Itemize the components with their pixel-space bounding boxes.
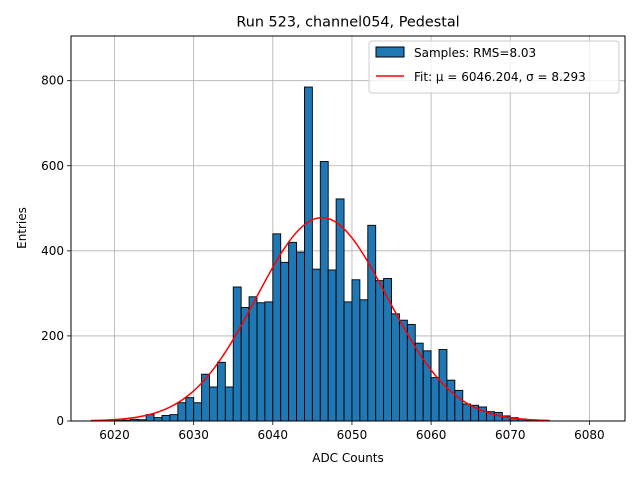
histogram-bar — [343, 301, 353, 422]
y-tick-label: 400 — [41, 244, 64, 258]
histogram-bar — [209, 386, 218, 422]
y-axis-label: Entries — [15, 207, 29, 249]
histogram-bar — [153, 417, 163, 422]
x-tick-label: 6050 — [337, 428, 368, 442]
histogram-bar — [319, 161, 329, 422]
legend: Samples: RMS=8.03 Fit: μ = 6046.204, σ =… — [368, 40, 620, 94]
histogram-bar — [406, 323, 416, 422]
histogram-bar — [327, 269, 337, 422]
histogram-bar — [280, 261, 290, 422]
legend-box — [368, 40, 620, 94]
x-axis-label: ADC Counts — [312, 451, 384, 465]
histogram-bar — [224, 386, 234, 422]
histogram-bar — [359, 299, 369, 422]
histogram-bar — [256, 302, 266, 422]
x-tick-label: 6060 — [416, 428, 447, 442]
histogram-bar — [264, 301, 274, 422]
histogram-bar — [414, 342, 424, 422]
legend-label-histogram: Samples: RMS=8.03 — [414, 46, 536, 60]
x-tick-label: 6030 — [178, 428, 209, 442]
x-tick-label: 6020 — [99, 428, 130, 442]
y-tick-label: 600 — [41, 159, 64, 173]
histogram-bar — [216, 361, 226, 422]
histogram-bar — [351, 279, 361, 422]
histogram-bar — [375, 280, 385, 422]
histogram-bar — [177, 402, 187, 422]
histogram-bar — [391, 313, 400, 422]
histogram-bar — [383, 278, 392, 422]
histogram-bar — [288, 241, 298, 422]
histogram-bar — [430, 377, 440, 422]
histogram-bar — [367, 224, 377, 422]
histogram-bar — [311, 268, 321, 422]
legend-label-fit: Fit: μ = 6046.204, σ = 8.293 — [414, 70, 586, 84]
y-tick-label: 800 — [41, 74, 64, 88]
plot-area-frame — [70, 35, 626, 422]
histogram-bar — [304, 86, 313, 422]
y-tick-label: 200 — [41, 329, 64, 343]
histogram-bar — [296, 251, 305, 422]
histogram-bar — [446, 379, 456, 422]
histogram-bar — [161, 415, 171, 422]
histogram-bar — [248, 296, 258, 422]
y-axis-ticks: 0 200 400 600 800 — [41, 74, 71, 428]
histogram-bar — [169, 414, 179, 422]
histogram-bar — [398, 319, 408, 422]
legend-swatch-histogram — [375, 46, 405, 58]
chart-title: Run 523, channel054, Pedestal — [236, 15, 459, 31]
histogram-bar — [193, 402, 203, 422]
fit-curve-group — [90, 216, 550, 422]
x-tick-label: 6080 — [574, 428, 605, 442]
histogram-bar — [462, 403, 472, 422]
histogram-bar — [232, 286, 242, 422]
histogram-bar — [335, 198, 345, 422]
x-tick-label: 6040 — [258, 428, 289, 442]
y-tick-label: 0 — [56, 414, 64, 428]
histogram-bar — [438, 349, 448, 422]
fit-curve — [90, 216, 550, 422]
x-tick-label: 6070 — [495, 428, 526, 442]
histogram-bar — [185, 397, 195, 422]
x-axis-ticks: 6020 6030 6040 6050 6060 6070 6080 — [99, 421, 605, 442]
